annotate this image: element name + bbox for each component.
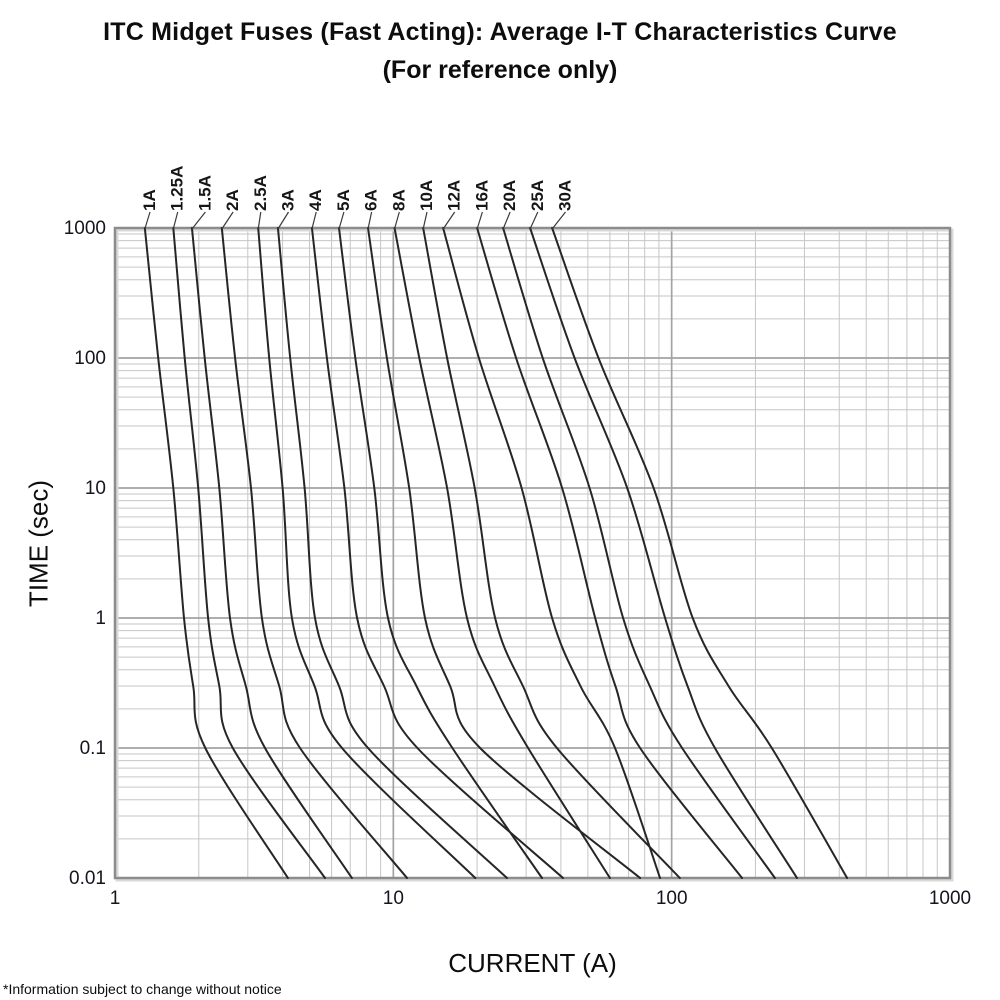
x-axis-title: CURRENT (A) <box>448 948 617 978</box>
curve-label-6A: 6A <box>362 189 381 211</box>
curve-5A <box>338 227 543 879</box>
curve-label-1A: 1A <box>140 189 159 211</box>
y-tick-label: 100 <box>74 348 106 369</box>
label-leader-10A <box>422 211 428 230</box>
curve-label-16A: 16A <box>472 180 491 211</box>
plot-frame-shadow <box>115 228 954 882</box>
label-leader-2A <box>221 211 234 230</box>
curve-12A <box>442 227 661 879</box>
label-leader-4A <box>311 211 317 230</box>
x-tick-label: 1000 <box>929 888 971 909</box>
y-tick-label: 1000 <box>64 218 106 239</box>
label-leader-30A <box>551 211 566 230</box>
curve-label-1.5A: 1.5A <box>195 175 214 211</box>
y-tick-label: 1 <box>95 608 106 629</box>
curve-label-20A: 20A <box>500 180 519 211</box>
x-tick-label: 1 <box>110 888 121 909</box>
curve-30A <box>551 227 849 879</box>
curve-1.25A <box>172 227 326 879</box>
label-leader-8A <box>393 211 400 230</box>
curve-8A <box>393 227 611 879</box>
label-leader-12A <box>442 211 456 230</box>
label-leader-5A <box>338 211 345 230</box>
curve-label-12A: 12A <box>445 180 464 211</box>
curve-label-2.5A: 2.5A <box>251 175 270 211</box>
curve-3A <box>276 227 508 879</box>
curve-label-3A: 3A <box>279 189 298 211</box>
y-tick-label: 0.01 <box>69 868 106 889</box>
curve-25A <box>529 227 798 879</box>
label-leader-20A <box>502 211 511 230</box>
y-axis-title: TIME (sec) <box>23 479 54 608</box>
curve-1A <box>143 227 289 879</box>
curve-6A <box>367 227 642 879</box>
y-tick-label: 0.1 <box>80 738 106 759</box>
curve-2A <box>220 227 408 879</box>
curve-10A <box>422 227 681 879</box>
label-leader-1.5A <box>191 211 206 230</box>
curve-2.5A <box>257 227 477 879</box>
plot-frame <box>113 226 952 880</box>
curve-label-25A: 25A <box>528 180 547 211</box>
curve-4A <box>310 227 564 879</box>
curve-label-30A: 30A <box>556 180 575 211</box>
x-tick-label: 10 <box>383 888 404 909</box>
label-leader-16A <box>476 211 483 230</box>
y-tick-label: 10 <box>85 478 106 499</box>
label-leader-1.25A <box>172 211 179 230</box>
curve-1.5A <box>190 227 353 879</box>
curve-16A <box>476 227 743 879</box>
label-leader-25A <box>529 211 539 230</box>
label-leader-6A <box>367 211 373 230</box>
footnote: *Information subject to change without n… <box>3 981 282 997</box>
curve-label-8A: 8A <box>389 189 408 211</box>
label-leader-2.5A <box>257 211 262 230</box>
label-leader-1A <box>144 211 151 230</box>
chart-title: ITC Midget Fuses (Fast Acting): Average … <box>103 18 897 46</box>
x-tick-label: 100 <box>656 888 688 909</box>
label-leader-3A <box>277 211 290 230</box>
curve-label-10A: 10A <box>417 180 436 211</box>
chart-subtitle: (For reference only) <box>382 56 618 84</box>
curve-label-5A: 5A <box>334 189 353 211</box>
curve-label-4A: 4A <box>306 189 325 211</box>
curve-label-2A: 2A <box>223 189 242 211</box>
curve-20A <box>502 227 776 879</box>
curve-label-1.25A: 1.25A <box>168 166 187 211</box>
